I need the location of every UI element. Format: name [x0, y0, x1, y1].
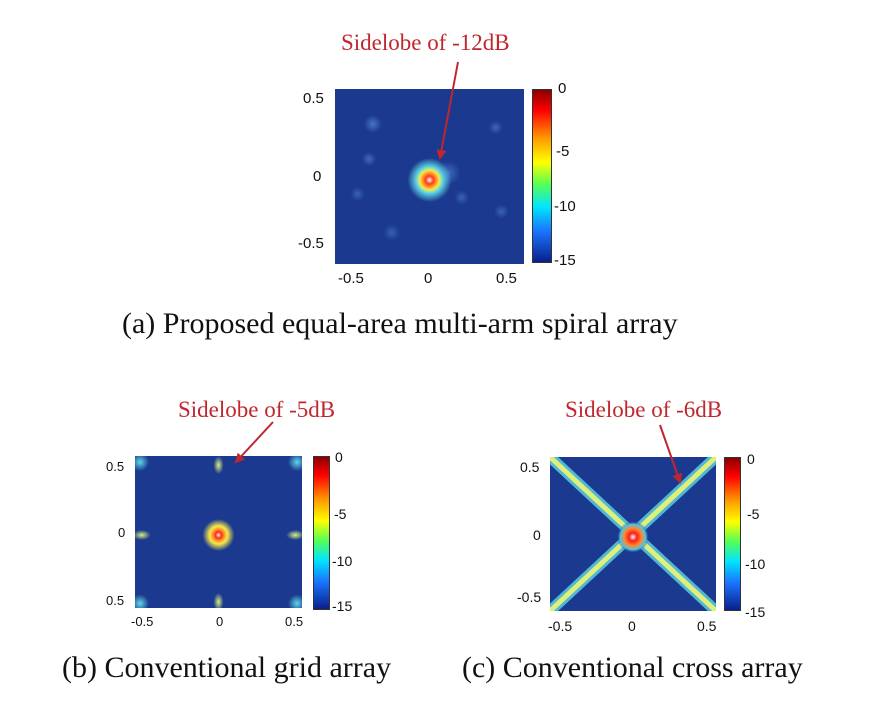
- panel-c-arrow: [659, 424, 683, 484]
- panel-c-xtick: 0: [628, 618, 636, 634]
- panel-c-colorbar: [724, 457, 741, 611]
- panel-a-arrow: [436, 61, 459, 160]
- panel-a-xtick: 0: [424, 270, 433, 287]
- panel-c-ytick: 0.5: [520, 459, 540, 475]
- panel-a-colorbar-tick: -10: [554, 198, 576, 215]
- panel-b-ytick: 0: [118, 525, 126, 540]
- panel-b-colorbar-tick: -10: [332, 553, 353, 569]
- panel-b-ytick: 0.5: [106, 459, 125, 474]
- panel-b-arrow: [234, 421, 274, 464]
- panel-b-ytick: 0.5: [106, 593, 125, 608]
- panel-c-xtick: -0.5: [548, 618, 573, 634]
- panel-a-colorbar-tick: -15: [554, 252, 576, 269]
- panel-c-annotation: Sidelobe of -6dB: [565, 397, 723, 422]
- panel-b-colorbar-tick: -5: [334, 506, 347, 522]
- panel-c-caption: (c) Conventional cross array: [462, 651, 803, 684]
- panel-c-colorbar-tick: -15: [745, 604, 766, 620]
- panel-a-colorbar-tick: 0: [558, 80, 567, 97]
- panel-a-heatmap: [335, 89, 524, 264]
- panel-a-xtick: -0.5: [338, 270, 364, 287]
- panel-c-colorbar-tick: -10: [745, 556, 766, 572]
- panel-c-ytick: 0: [533, 527, 541, 543]
- panel-a-xtick: 0.5: [496, 270, 517, 287]
- panel-b-xtick: 0.5: [285, 614, 304, 629]
- panel-a-caption: (a) Proposed equal-area multi-arm spiral…: [122, 307, 678, 340]
- panel-b-xtick: 0: [216, 614, 224, 629]
- panel-a-ytick: -0.5: [298, 235, 324, 252]
- panel-c-xtick: 0.5: [697, 618, 717, 634]
- panel-c-ytick: -0.5: [517, 589, 542, 605]
- panel-b-colorbar-tick: 0: [335, 449, 343, 465]
- panel-b-caption: (b) Conventional grid array: [62, 651, 392, 684]
- panel-a-colorbar: [532, 89, 552, 263]
- panel-b-annotation: Sidelobe of -5dB: [178, 397, 336, 422]
- panel-c-heatmap: [550, 457, 716, 611]
- panel-b-xtick: -0.5: [131, 614, 154, 629]
- panel-b-colorbar: [313, 456, 330, 610]
- panel-b-heatmap: [135, 456, 302, 608]
- panel-a-ytick: 0.5: [303, 90, 324, 107]
- panel-a-ytick: 0: [313, 168, 322, 185]
- panel-a-colorbar-tick: -5: [556, 143, 570, 160]
- panel-c-colorbar-tick: -5: [747, 506, 760, 522]
- panel-c-cross-pattern: [550, 457, 716, 611]
- panel-c-colorbar-tick: 0: [747, 451, 755, 467]
- panel-b-colorbar-tick: -15: [332, 598, 353, 614]
- panel-a-annotation: Sidelobe of -12dB: [341, 30, 510, 55]
